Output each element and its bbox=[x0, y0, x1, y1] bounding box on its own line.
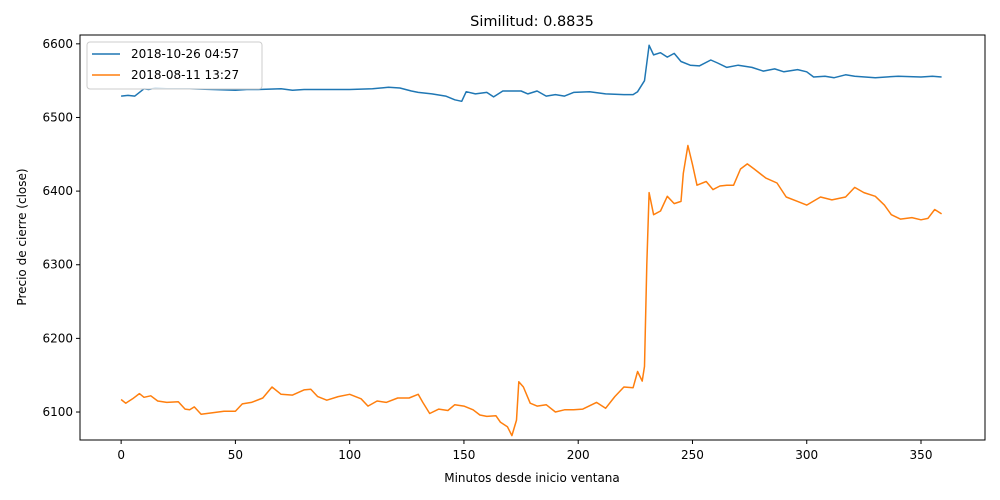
x-tick-label: 300 bbox=[795, 448, 818, 462]
plot-frame bbox=[79, 34, 986, 441]
legend-label-series-2: 2018-08-11 13:27 bbox=[131, 68, 239, 82]
x-tick-label: 50 bbox=[228, 448, 243, 462]
y-tick-label: 6100 bbox=[42, 405, 73, 419]
x-tick-label: 350 bbox=[910, 448, 933, 462]
y-axis-label: Precio de cierre (close) bbox=[15, 168, 29, 305]
plot-area bbox=[79, 34, 986, 441]
y-tick-label: 6400 bbox=[42, 184, 73, 198]
series-layer bbox=[120, 44, 943, 437]
legend: 2018-10-26 04:57 2018-08-11 13:27 bbox=[86, 41, 263, 90]
legend-label-series-1: 2018-10-26 04:57 bbox=[131, 47, 239, 61]
series-line-2 bbox=[120, 144, 943, 437]
x-tick-label: 100 bbox=[338, 448, 361, 462]
x-tick-label: 250 bbox=[681, 448, 704, 462]
y-tick-label: 6200 bbox=[42, 331, 73, 345]
y-tick-label: 6500 bbox=[42, 110, 73, 124]
y-axis-ticks: 6100 6200 6300 6400 6500 6600 bbox=[42, 37, 80, 419]
x-axis-ticks: 0 50 100 150 200 250 300 350 bbox=[117, 440, 932, 462]
chart-title: Similitud: 0.8835 bbox=[470, 14, 594, 30]
x-tick-label: 150 bbox=[452, 448, 475, 462]
x-tick-label: 200 bbox=[567, 448, 590, 462]
x-tick-label: 0 bbox=[117, 448, 125, 462]
y-tick-label: 6600 bbox=[42, 37, 73, 51]
x-axis-label: Minutos desde inicio ventana bbox=[444, 471, 620, 485]
y-tick-label: 6300 bbox=[42, 258, 73, 272]
legend-box bbox=[86, 41, 263, 90]
